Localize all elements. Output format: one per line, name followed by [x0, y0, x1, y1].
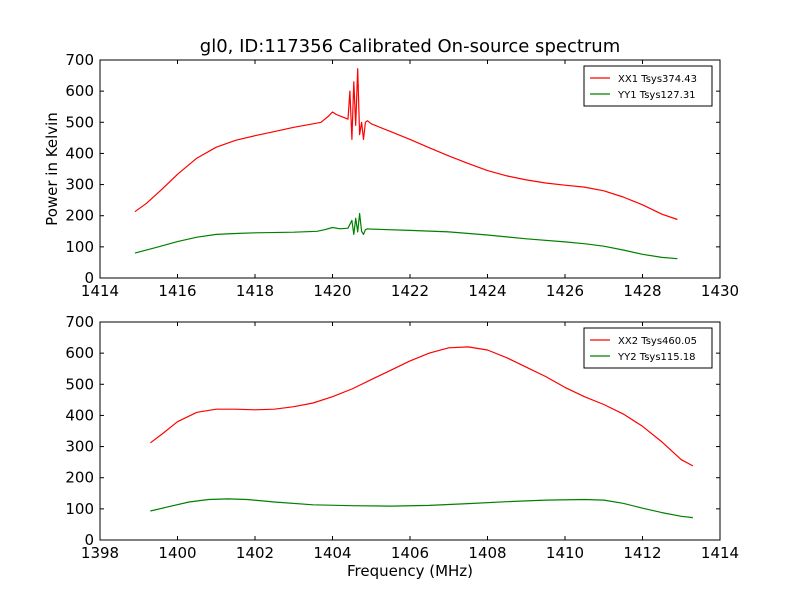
- y-tick-label: 100: [65, 500, 94, 518]
- x-tick-label: 1420: [313, 282, 351, 300]
- x-tick-label: 1406: [391, 544, 429, 562]
- legend-entry-label: XX1 Tsys374.43: [618, 74, 697, 85]
- series-line-2-2: [150, 498, 693, 519]
- x-tick-label: 1424: [468, 282, 506, 300]
- legend-entry-label: YY2 Tsys115.18: [617, 352, 696, 363]
- y-tick-label: 400: [65, 144, 94, 162]
- y-tick-label: 700: [65, 313, 94, 331]
- bottom-plot: 1398 1400 1402 1404 1406 1408 1410 1412 1414 0 100…: [65, 313, 739, 580]
- x-tick-label: 1412: [623, 544, 661, 562]
- y-tick-label: 300: [65, 176, 94, 194]
- x-tick-label: 1414: [81, 282, 119, 300]
- y-tick-label: 200: [65, 469, 94, 487]
- x-axis-label: Frequency (MHz): [347, 562, 473, 580]
- y-tick-label: 600: [65, 344, 94, 362]
- series-line-1-1: [134, 68, 678, 221]
- x-tick-label: 1398: [81, 544, 119, 562]
- x-tick-label: 1426: [546, 282, 584, 300]
- legend-box: [583, 65, 713, 107]
- legend: XX2 Tsys460.05 YY2 Tsys115.18: [583, 327, 713, 369]
- series-line-2-1: [150, 346, 694, 467]
- x-tick-label: 1418: [236, 282, 274, 300]
- x-tick-label: 1400: [158, 544, 196, 562]
- x-tick-label: 1430: [701, 282, 739, 300]
- chart-title: gl0, ID:117356 Calibrated On-source spec…: [200, 36, 620, 57]
- y-tick-label: 0: [84, 531, 94, 549]
- x-tick-label: 1408: [468, 544, 506, 562]
- y-axis-label: Power in Kelvin: [43, 112, 61, 226]
- x-tick-label: 1422: [391, 282, 429, 300]
- legend-entry-label: XX2 Tsys460.05: [618, 336, 697, 347]
- y-tick-label: 0: [84, 269, 94, 287]
- x-tick-label: 1410: [546, 544, 584, 562]
- legend-entry-label: YY1 Tsys127.31: [617, 90, 696, 101]
- y-tick-label: 700: [65, 51, 94, 69]
- y-tick-label: 600: [65, 82, 94, 100]
- y-tick-label: 200: [65, 207, 94, 225]
- legend-box: [583, 327, 713, 369]
- x-tick-label: 1416: [158, 282, 196, 300]
- series-line-1-2: [134, 212, 678, 260]
- y-tick-label: 500: [65, 113, 94, 131]
- x-tick-label: 1402: [236, 544, 274, 562]
- x-tick-label: 1428: [623, 282, 661, 300]
- x-tick-label: 1404: [313, 544, 351, 562]
- x-tick-label: 1414: [701, 544, 739, 562]
- y-tick-label: 100: [65, 238, 94, 256]
- top-plot: 1414 1416 1418 1420 1422 1424 1426 1428 1430 0 100…: [43, 51, 739, 300]
- legend: XX1 Tsys374.43 YY1 Tsys127.31: [583, 65, 713, 107]
- y-tick-label: 400: [65, 406, 94, 424]
- y-tick-label: 500: [65, 375, 94, 393]
- y-tick-label: 300: [65, 438, 94, 456]
